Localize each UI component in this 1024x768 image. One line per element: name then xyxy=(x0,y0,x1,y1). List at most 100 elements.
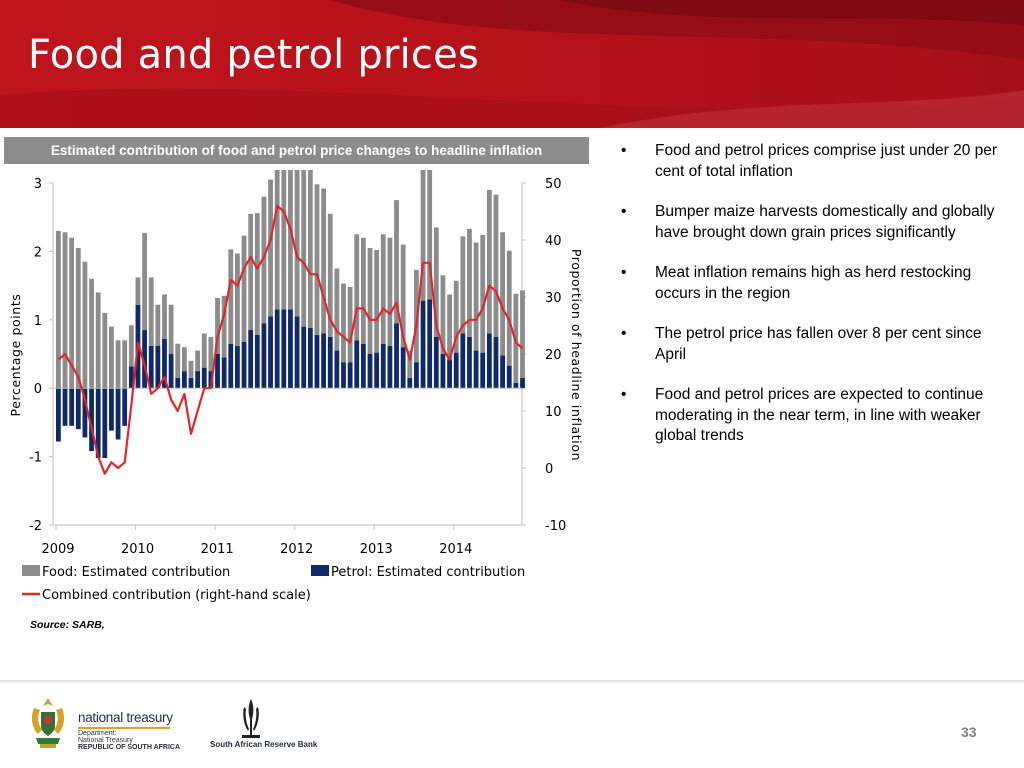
food-bar xyxy=(506,250,512,366)
petrol-bar xyxy=(360,343,366,389)
food-bar xyxy=(254,213,260,335)
petrol-bar xyxy=(453,352,459,389)
food-bar xyxy=(274,170,280,310)
petrol-bar xyxy=(228,343,234,389)
petrol-bar xyxy=(433,336,439,389)
petrol-bar xyxy=(215,354,220,389)
coat-of-arms-icon xyxy=(31,698,65,748)
food-bar xyxy=(301,170,307,327)
food-bar xyxy=(201,333,207,368)
petrol-bar xyxy=(241,341,247,389)
food-bar xyxy=(513,293,519,383)
petrol-bar xyxy=(314,334,320,389)
food-bar xyxy=(294,170,300,317)
right-tick-label: 40 xyxy=(545,234,562,249)
food-bar xyxy=(307,170,313,329)
treasury-country: REPUBLIC OF SOUTH AFRICA xyxy=(78,744,181,751)
left-tick-label: -2 xyxy=(29,519,42,534)
bullet-item: • Food and petrol prices are expected to … xyxy=(618,385,1013,447)
food-bar xyxy=(480,234,486,353)
food-bar xyxy=(440,275,446,354)
food-bar xyxy=(128,325,134,367)
right-tick-label: -10 xyxy=(545,519,566,534)
sarb-name: South African Reserve Bank xyxy=(210,740,318,749)
bullet-item: • Meat inflation remains high as herd res… xyxy=(618,263,1013,304)
petrol-bar xyxy=(128,366,134,389)
page-title: Food and petrol prices xyxy=(28,32,479,78)
food-bar xyxy=(155,304,161,346)
petrol-bar xyxy=(261,323,267,389)
legend-petrol-label: Petrol: Estimated contribution xyxy=(331,565,525,580)
food-bar xyxy=(221,295,227,358)
source-label: Source xyxy=(30,619,66,631)
petrol-bar xyxy=(288,309,293,389)
food-bar xyxy=(473,242,479,351)
food-bar xyxy=(228,249,234,344)
food-bar xyxy=(162,294,167,339)
x-tick-label: 2013 xyxy=(360,542,393,557)
bullet-marker: • xyxy=(621,203,627,220)
bullet-list: • Food and petrol prices comprise just un… xyxy=(618,141,1013,467)
petrol-bar xyxy=(122,388,128,426)
petrol-bar xyxy=(201,367,207,389)
petrol-bar xyxy=(82,388,88,438)
food-bar xyxy=(281,170,287,310)
petrol-bar xyxy=(102,388,108,458)
sarb-emblem-icon xyxy=(242,699,260,738)
petrol-bar xyxy=(89,388,94,452)
food-bar xyxy=(400,244,406,348)
bullet-text: The petrol price has fallen over 8 per c… xyxy=(655,325,982,363)
petrol-bar xyxy=(75,388,81,430)
bullet-marker: • xyxy=(621,264,627,281)
food-bar xyxy=(142,232,147,331)
left-tick-label: 3 xyxy=(34,177,42,192)
chart-title: Estimated contribution of food and petro… xyxy=(4,137,589,164)
food-bar xyxy=(241,235,247,342)
food-bar xyxy=(288,170,293,310)
petrol-bar xyxy=(62,388,68,426)
bullet-text: Bumper maize harvests domestically and g… xyxy=(655,203,995,241)
food-bar xyxy=(56,230,61,389)
petrol-bar xyxy=(367,354,373,389)
right-axis-title: Proportion of headline inflation xyxy=(569,249,584,461)
petrol-bar xyxy=(155,345,161,389)
x-tick-label: 2010 xyxy=(121,542,154,557)
food-bar xyxy=(380,234,386,344)
bullet-item: • The petrol price has fallen over 8 per … xyxy=(618,324,1013,365)
petrol-bar xyxy=(168,354,174,389)
food-bar xyxy=(427,170,433,300)
food-bar xyxy=(374,250,380,353)
food-bar xyxy=(447,294,452,360)
food-bar xyxy=(467,228,472,337)
legend-petrol-swatch xyxy=(311,565,329,576)
food-bar xyxy=(235,253,240,346)
bullet-item: • Bumper maize harvests domestically and … xyxy=(618,202,1013,243)
title-banner xyxy=(0,0,1024,128)
petrol-bar xyxy=(148,345,154,389)
food-bar xyxy=(102,312,108,389)
food-bar xyxy=(407,350,413,378)
food-bar xyxy=(347,286,353,363)
x-tick-label: 2012 xyxy=(280,542,313,557)
petrol-bar xyxy=(307,328,313,389)
petrol-bar xyxy=(208,371,214,389)
petrol-bar xyxy=(374,352,380,389)
left-tick-label: 2 xyxy=(34,245,42,260)
x-tick-label: 2009 xyxy=(41,542,74,557)
treasury-department-label: Department: xyxy=(78,730,117,737)
petrol-bar xyxy=(493,336,499,389)
petrol-bar xyxy=(394,323,399,389)
petrol-bar xyxy=(109,388,114,431)
food-bar xyxy=(394,200,399,324)
food-bar xyxy=(387,237,393,346)
left-tick-label: 0 xyxy=(34,382,42,397)
food-bar xyxy=(360,237,366,344)
petrol-bar xyxy=(513,382,519,389)
petrol-bar xyxy=(327,336,333,389)
food-bar xyxy=(268,179,273,317)
petrol-bar xyxy=(175,377,181,389)
food-bar xyxy=(314,184,320,335)
bullet-item: • Food and petrol prices comprise just un… xyxy=(618,141,1013,182)
x-tick-label: 2011 xyxy=(201,542,234,557)
petrol-bar xyxy=(506,365,512,389)
